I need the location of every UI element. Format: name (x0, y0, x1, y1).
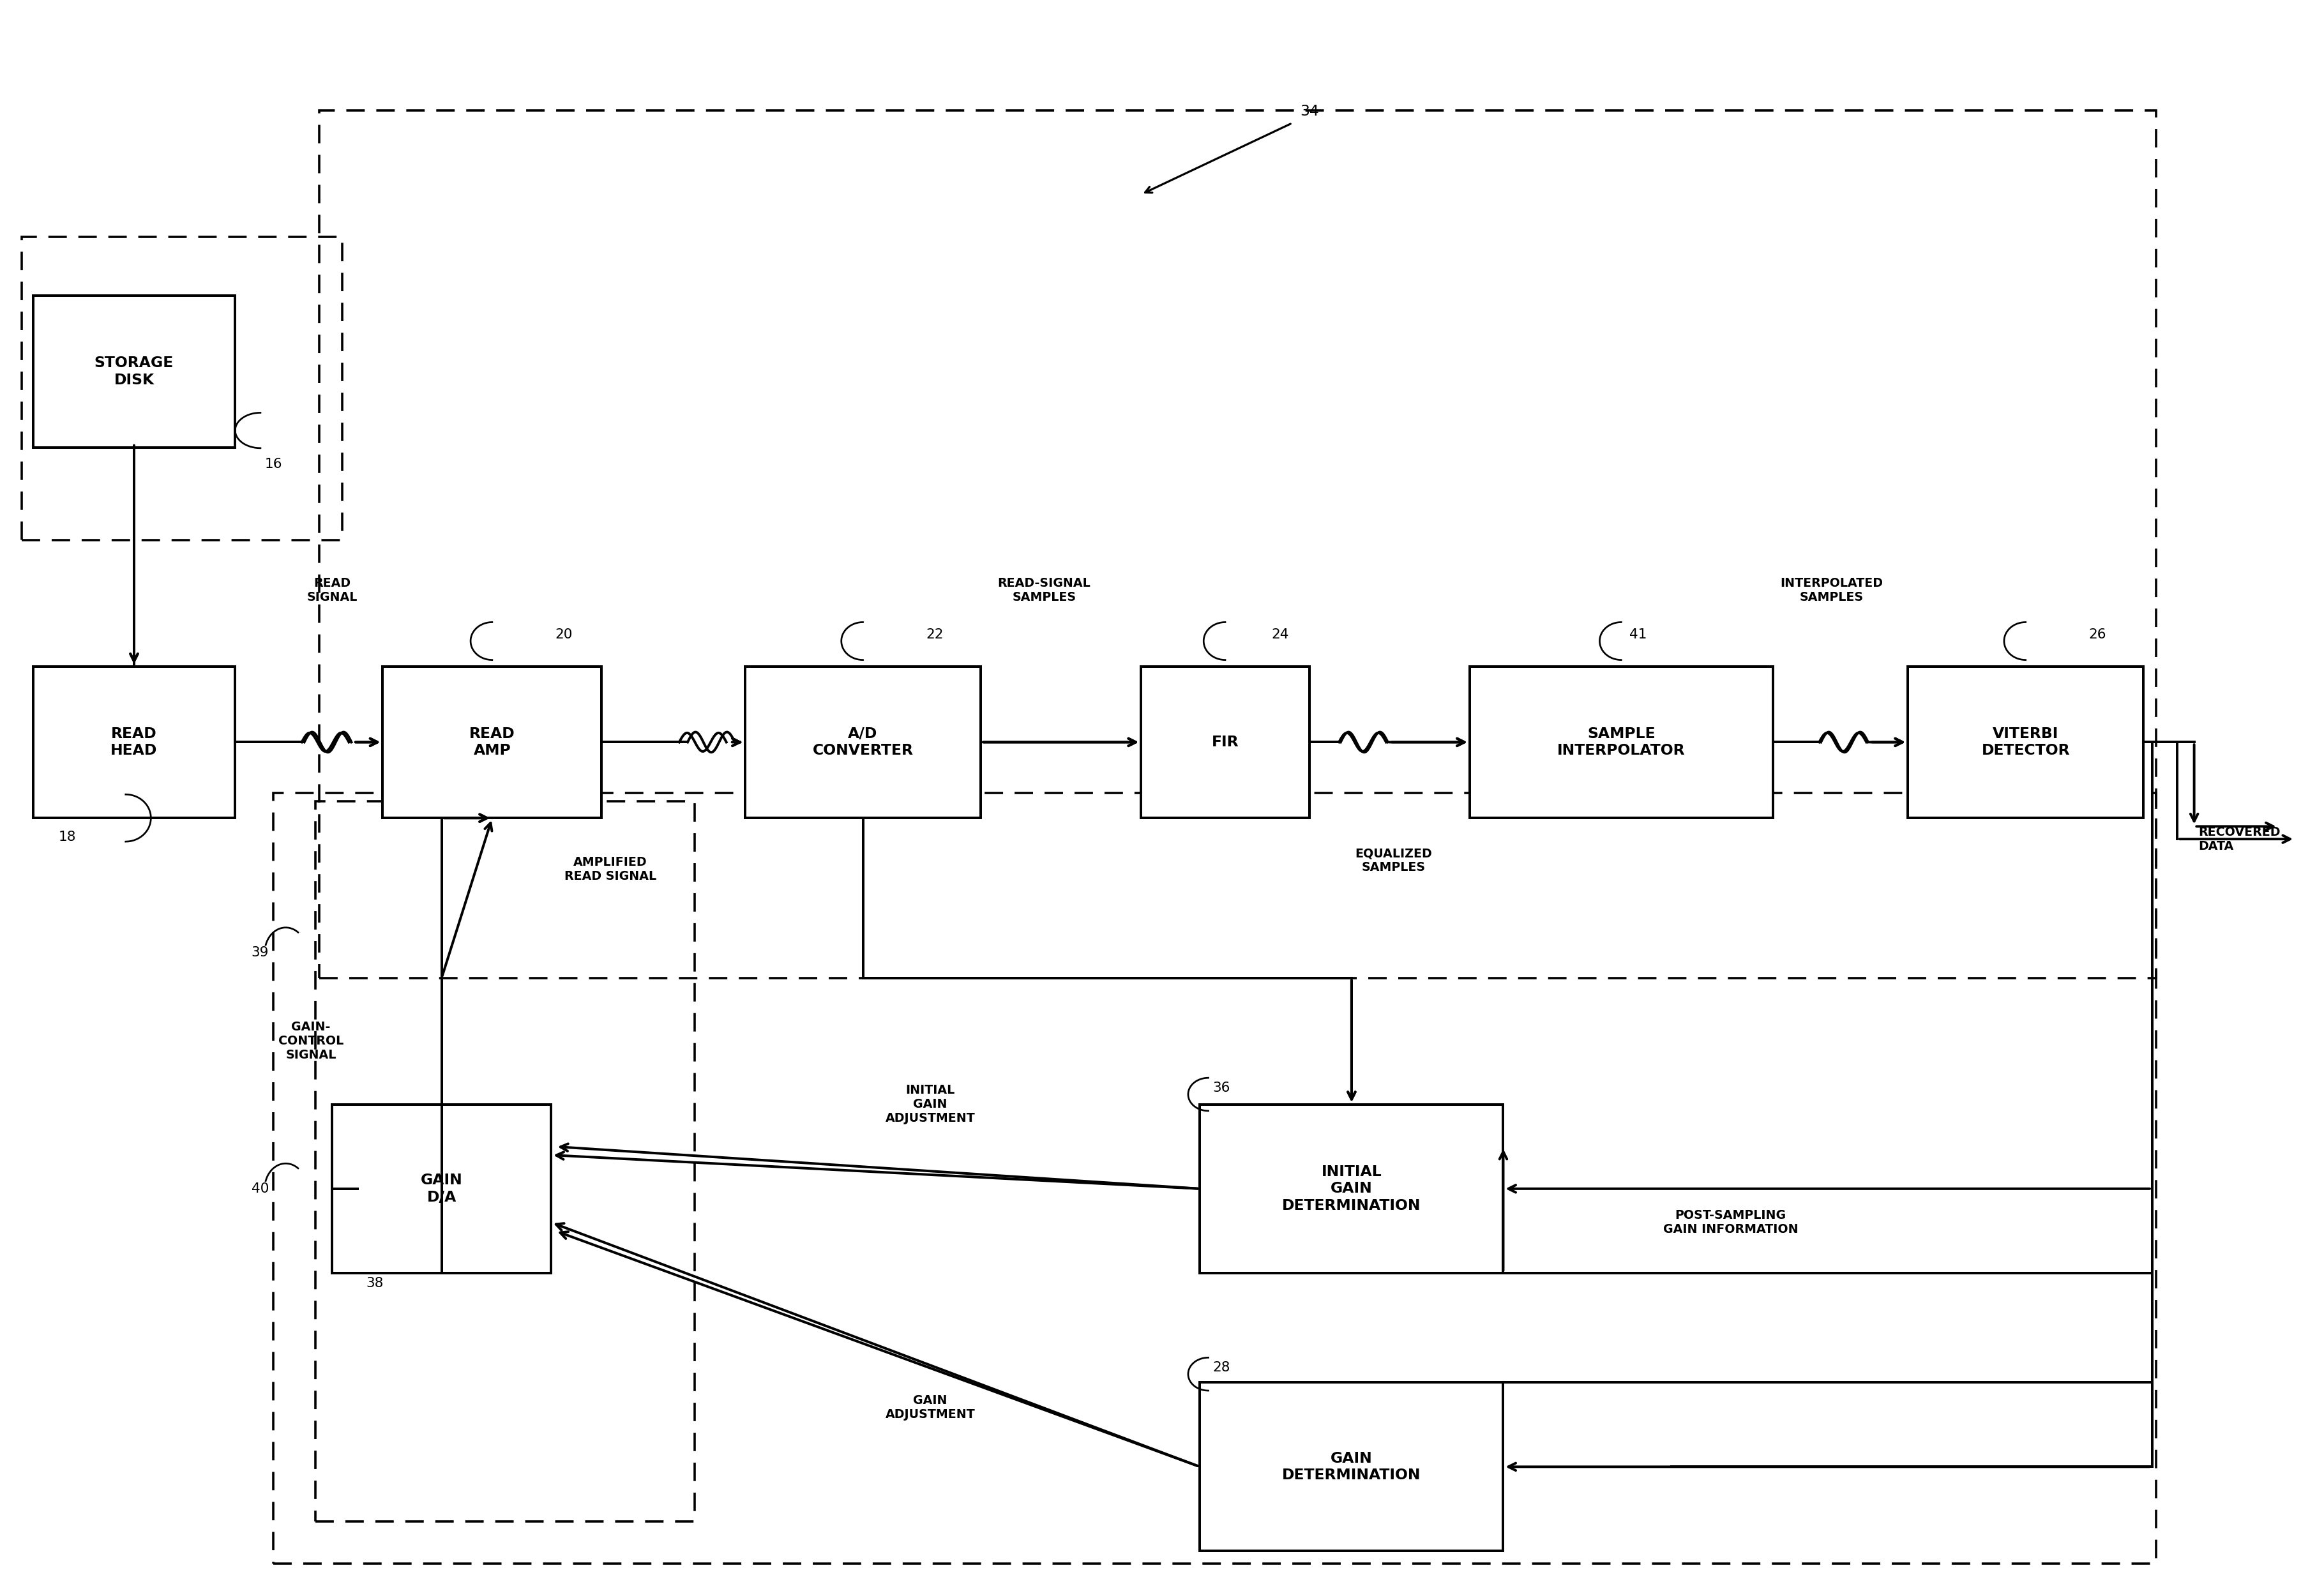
Text: INITIAL
GAIN
DETERMINATION: INITIAL GAIN DETERMINATION (1283, 1164, 1420, 1213)
Bar (318, 110, 2157, 978)
Bar (33, 667, 235, 818)
Bar (383, 667, 602, 818)
Text: VITERBI
DETECTOR: VITERBI DETECTOR (1982, 727, 2071, 759)
Text: 24: 24 (1271, 628, 1290, 640)
Bar (21, 237, 342, 539)
Text: 28: 28 (1213, 1361, 1229, 1374)
Text: GAIN
ADJUSTMENT: GAIN ADJUSTMENT (885, 1394, 976, 1421)
Bar (746, 667, 981, 818)
Bar (274, 793, 2157, 1564)
Text: 36: 36 (1213, 1082, 1229, 1094)
Text: READ
HEAD: READ HEAD (112, 727, 158, 759)
Text: FIR: FIR (1211, 735, 1239, 749)
Bar (1141, 667, 1308, 818)
Text: INITIAL
GAIN
ADJUSTMENT: INITIAL GAIN ADJUSTMENT (885, 1085, 976, 1124)
Text: 39: 39 (251, 946, 270, 959)
Text: POST-SAMPLING
GAIN INFORMATION: POST-SAMPLING GAIN INFORMATION (1664, 1210, 1799, 1235)
Text: READ
AMP: READ AMP (469, 727, 516, 759)
Text: A/D
CONVERTER: A/D CONVERTER (813, 727, 913, 759)
Text: READ-SIGNAL
SAMPLES: READ-SIGNAL SAMPLES (997, 577, 1090, 602)
Bar (1199, 1104, 1504, 1273)
Bar (332, 1104, 551, 1273)
Text: GAIN-
CONTROL
SIGNAL: GAIN- CONTROL SIGNAL (279, 1022, 344, 1061)
Text: 20: 20 (555, 628, 572, 640)
Text: 18: 18 (58, 831, 77, 844)
Bar (1199, 1383, 1504, 1552)
Text: GAIN
DETERMINATION: GAIN DETERMINATION (1283, 1451, 1420, 1482)
Bar (1469, 667, 1773, 818)
Text: 38: 38 (365, 1277, 383, 1290)
Text: 16: 16 (265, 457, 281, 470)
Text: RECOVERED
DATA: RECOVERED DATA (2199, 826, 2280, 852)
Text: READ
SIGNAL: READ SIGNAL (307, 577, 358, 602)
Bar (33, 295, 235, 448)
Text: INTERPOLATED
SAMPLES: INTERPOLATED SAMPLES (1780, 577, 1882, 602)
Text: EQUALIZED
SAMPLES: EQUALIZED SAMPLES (1355, 847, 1432, 874)
Text: SAMPLE
INTERPOLATOR: SAMPLE INTERPOLATOR (1557, 727, 1685, 759)
Text: AMPLIFIED
READ SIGNAL: AMPLIFIED READ SIGNAL (565, 856, 655, 882)
Text: 22: 22 (925, 628, 944, 640)
Text: 40: 40 (251, 1183, 270, 1195)
Text: STORAGE
DISK: STORAGE DISK (95, 355, 174, 388)
Bar (1908, 667, 2143, 818)
Text: 41: 41 (1629, 628, 1648, 640)
Bar (316, 801, 695, 1522)
Text: GAIN
D/A: GAIN D/A (421, 1173, 462, 1205)
Text: 26: 26 (2089, 628, 2106, 640)
Text: 34: 34 (1299, 104, 1320, 118)
